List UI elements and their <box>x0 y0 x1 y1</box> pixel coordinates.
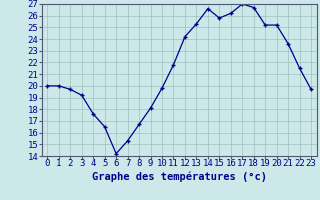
X-axis label: Graphe des températures (°c): Graphe des températures (°c) <box>92 171 267 182</box>
